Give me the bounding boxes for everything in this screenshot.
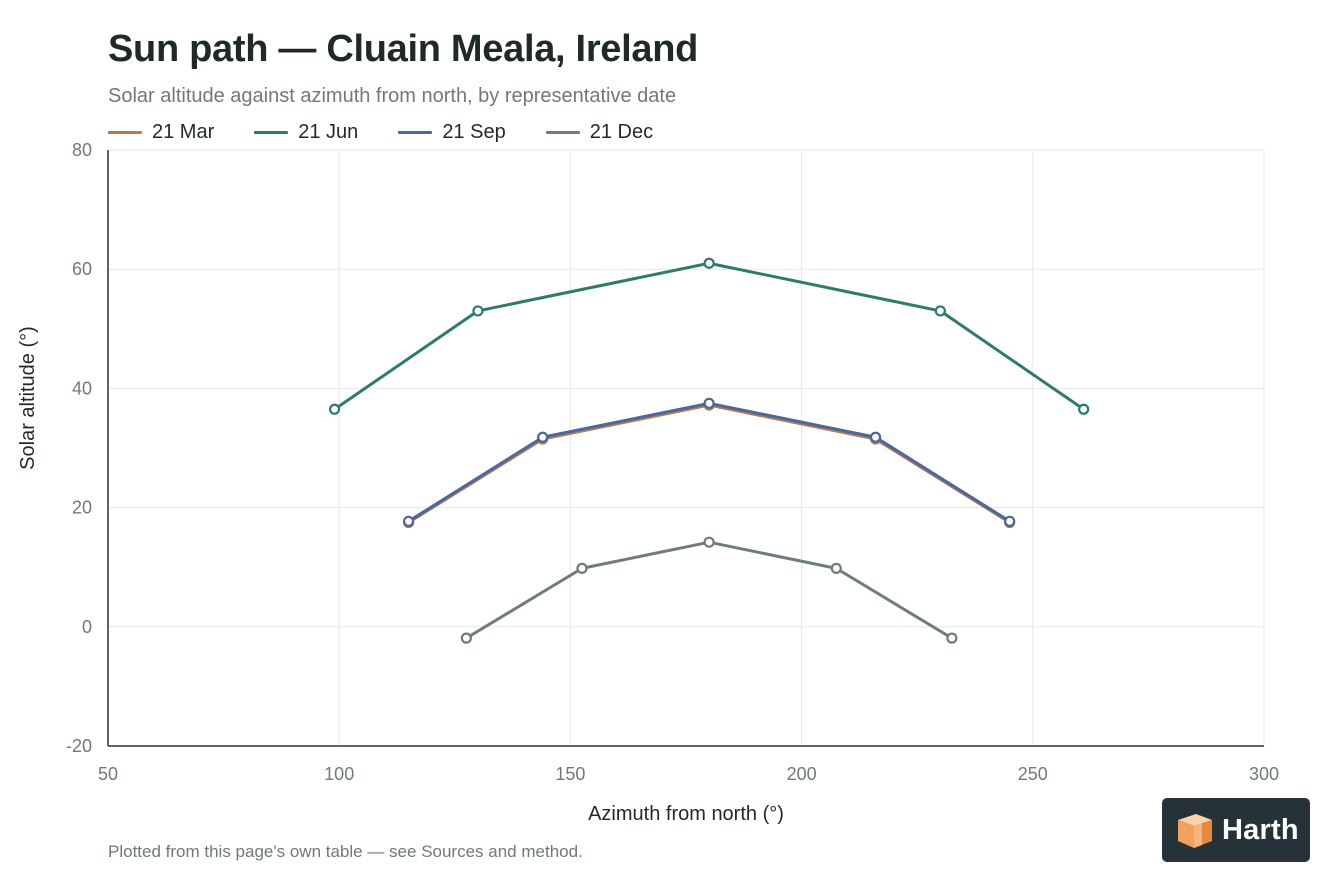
chart-subtitle: Solar altitude against azimuth from nort… <box>108 85 677 107</box>
data-point-21-dec[interactable] <box>460 632 472 644</box>
legend-item-21-jun[interactable]: 21 Jun <box>254 121 358 144</box>
y-tick-label: 40 <box>72 378 92 398</box>
series-line-21-dec <box>464 540 954 640</box>
legend-label: 21 Dec <box>589 120 654 143</box>
footnote: Plotted from this page's own table — see… <box>108 842 583 861</box>
x-tick-label: 200 <box>787 764 817 784</box>
data-point-21-jun[interactable] <box>472 305 484 317</box>
legend-label: 21 Jun <box>298 120 359 143</box>
data-point-21-jun[interactable] <box>934 305 946 317</box>
data-point-21-dec[interactable] <box>946 632 958 644</box>
legend: 21 Mar 21 Jun 21 Sep 21 Dec <box>108 119 693 145</box>
legend-swatch <box>108 130 142 134</box>
x-tick-label: 50 <box>98 764 118 784</box>
y-tick-label: 20 <box>72 498 92 518</box>
cube-logo-icon <box>1178 814 1212 848</box>
data-point-21-jun[interactable] <box>1078 403 1090 415</box>
legend-item-21-mar[interactable]: 21 Mar <box>108 121 214 144</box>
legend-item-21-sep[interactable]: 21 Sep <box>398 120 506 144</box>
data-point-21-jun[interactable] <box>703 257 715 269</box>
y-axis-title: Solar altitude (°) <box>17 326 39 470</box>
axes <box>107 150 1264 747</box>
data-point-21-dec[interactable] <box>703 536 715 548</box>
data-point-21-sep[interactable] <box>1004 515 1016 527</box>
legend-label: 21 Sep <box>442 120 506 143</box>
y-tick-label: 60 <box>72 259 92 279</box>
data-point-21-sep[interactable] <box>703 397 715 409</box>
data-point-21-sep[interactable] <box>402 515 415 527</box>
data-point-21-sep[interactable] <box>537 431 549 443</box>
data-point-21-dec[interactable] <box>576 562 588 574</box>
data-point-21-dec[interactable] <box>830 562 842 574</box>
legend-swatch <box>254 130 289 134</box>
x-tick-label: 250 <box>1018 764 1048 784</box>
data-point-21-jun[interactable] <box>328 403 341 415</box>
legend-swatch <box>545 130 580 134</box>
series-group <box>328 257 1090 644</box>
x-tick-label: 100 <box>324 764 354 784</box>
y-tick-label: 80 <box>72 140 92 160</box>
harth-logo: Harth <box>1162 798 1310 862</box>
series-21-dec <box>460 536 958 644</box>
x-tick-label: 150 <box>555 764 585 784</box>
y-tick-label: -20 <box>66 736 92 756</box>
legend-label: 21 Mar <box>152 120 215 143</box>
series-line-21-sep <box>407 401 1012 523</box>
series-line-21-jun <box>333 261 1086 411</box>
legend-item-21-dec[interactable]: 21 Dec <box>545 120 654 144</box>
y-tick-label: 0 <box>82 617 92 637</box>
chart-title: Sun path — Cluain Meala, Ireland <box>108 28 699 70</box>
grid-lines <box>108 149 1265 746</box>
logo-text: Harth <box>1222 813 1299 846</box>
tick-labels: 50 100 150 200 250 300 -20 0 20 40 60 80 <box>66 140 1279 784</box>
x-axis-title: Azimuth from north (°) <box>588 803 784 825</box>
series-21-jun <box>328 257 1090 415</box>
x-tick-label: 300 <box>1249 764 1279 784</box>
series-21-sep <box>402 397 1016 527</box>
legend-swatch <box>398 130 433 134</box>
data-point-21-sep[interactable] <box>869 431 882 443</box>
